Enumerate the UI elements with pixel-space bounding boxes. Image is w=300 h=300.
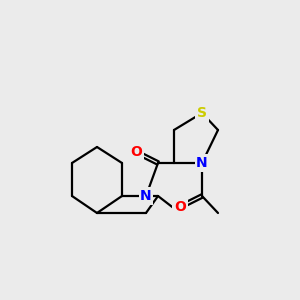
- Text: N: N: [140, 189, 152, 203]
- Text: O: O: [130, 145, 142, 159]
- Text: S: S: [197, 106, 207, 120]
- Text: O: O: [174, 200, 186, 214]
- Text: N: N: [196, 156, 208, 170]
